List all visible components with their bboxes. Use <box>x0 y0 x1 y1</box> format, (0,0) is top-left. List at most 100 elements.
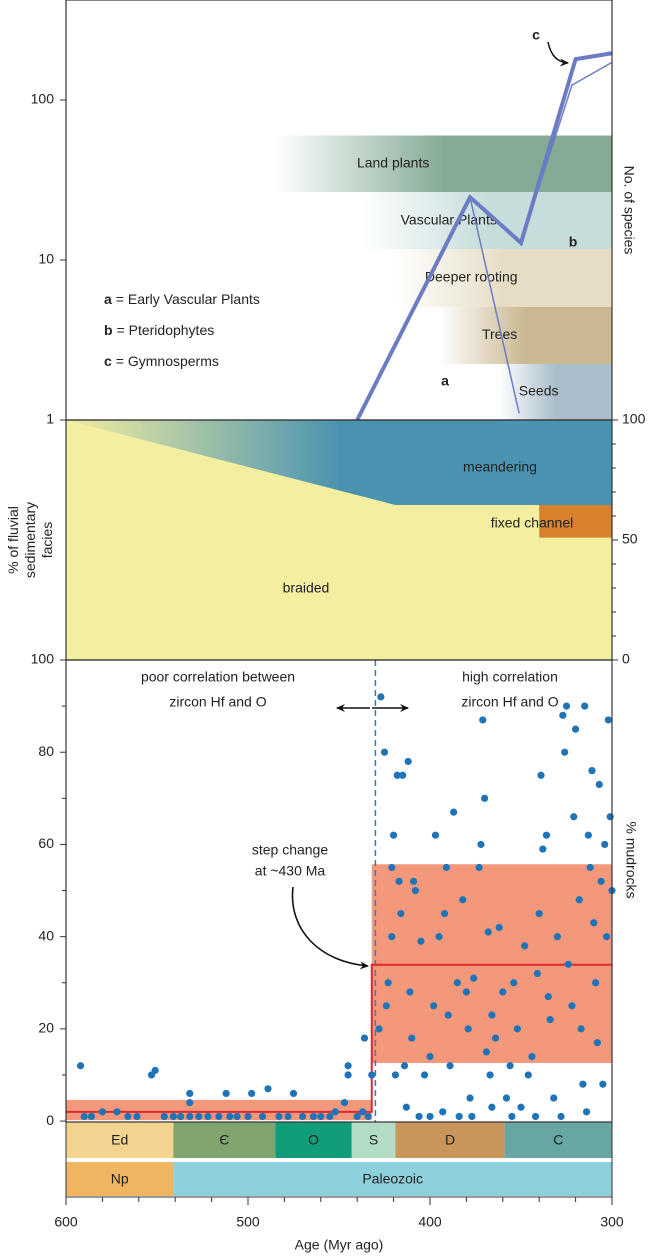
point <box>390 831 398 839</box>
point <box>521 942 529 950</box>
legend-key: b <box>104 322 113 338</box>
range-band <box>66 1099 372 1121</box>
point <box>499 988 507 996</box>
period-label: C <box>553 1132 563 1148</box>
note: zircon Hf and O <box>461 694 558 710</box>
point <box>400 1062 409 1070</box>
y-axis-title-line: % of fluvial <box>5 506 21 574</box>
note: at ~430 Ma <box>255 863 326 879</box>
note: high correlation <box>462 669 558 685</box>
annotation-arrow <box>547 41 569 67</box>
point <box>553 933 562 941</box>
point <box>364 1112 372 1121</box>
step-arrow <box>291 886 369 970</box>
point <box>124 1112 132 1121</box>
point <box>593 1039 602 1047</box>
point <box>442 863 450 872</box>
point <box>584 831 592 839</box>
point <box>479 716 487 724</box>
x-tick-label: 300 <box>600 1214 624 1230</box>
y-tick-label: 100 <box>31 651 55 667</box>
point <box>466 1094 474 1102</box>
band-label: Vascular Plants <box>401 211 497 227</box>
point <box>561 748 569 756</box>
point <box>275 1112 283 1121</box>
point <box>486 1071 494 1079</box>
era <box>66 1162 174 1196</box>
point <box>495 923 503 932</box>
point <box>459 896 467 904</box>
band <box>439 306 612 364</box>
period-label: Є <box>219 1132 229 1148</box>
band-label: Trees <box>482 326 517 342</box>
point <box>455 1112 463 1121</box>
region-label: braided <box>283 580 330 596</box>
point <box>98 1108 106 1116</box>
point <box>570 813 578 821</box>
y-tick-label: 20 <box>38 1020 54 1036</box>
note: step change <box>252 842 328 858</box>
point <box>477 840 485 849</box>
point <box>420 1071 429 1079</box>
period-label: D <box>445 1132 455 1148</box>
point <box>557 1112 565 1121</box>
era <box>173 1162 612 1196</box>
point <box>513 1025 521 1033</box>
region <box>539 504 612 538</box>
point <box>284 1112 292 1121</box>
series-line <box>520 61 613 244</box>
point <box>535 909 543 918</box>
point <box>597 877 605 885</box>
period-label: S <box>369 1132 378 1148</box>
point <box>377 693 385 701</box>
point <box>408 1034 416 1042</box>
point <box>151 1066 159 1074</box>
point <box>248 1089 256 1098</box>
band-label: Seeds <box>519 383 559 399</box>
x-axis-title: Age (Myr ago) <box>295 1237 384 1253</box>
point <box>446 1062 454 1070</box>
point <box>450 808 458 816</box>
point <box>368 1071 376 1079</box>
point <box>550 1094 558 1102</box>
point <box>444 1011 452 1019</box>
note: poor correlation between <box>141 669 295 685</box>
note: zircon Hf and O <box>169 694 266 710</box>
point <box>592 979 600 987</box>
point <box>317 1112 325 1121</box>
point <box>575 896 583 904</box>
region-label: meandering <box>463 459 537 475</box>
point <box>406 988 414 996</box>
annotation-letter: c <box>532 27 540 43</box>
point <box>402 1103 410 1111</box>
point <box>326 1112 334 1121</box>
y-tick-label: 40 <box>38 927 54 943</box>
point <box>502 1094 511 1102</box>
point <box>579 1080 587 1088</box>
point <box>258 1112 267 1121</box>
point <box>204 1112 212 1121</box>
point <box>384 979 392 987</box>
y-tick-label: 100 <box>31 91 55 107</box>
point <box>539 845 547 853</box>
point <box>382 1002 390 1010</box>
point <box>233 1112 241 1121</box>
point <box>215 1112 223 1121</box>
period-label: Ed <box>111 1132 128 1148</box>
point <box>133 1112 141 1121</box>
point <box>435 933 443 941</box>
point <box>431 831 440 839</box>
point <box>309 1112 318 1121</box>
band-label: Land plants <box>357 154 429 170</box>
point <box>546 1016 554 1024</box>
point <box>344 1062 352 1070</box>
series-line <box>469 197 520 414</box>
point <box>440 909 449 918</box>
point <box>488 1011 496 1019</box>
point <box>80 1112 88 1121</box>
point <box>177 1112 185 1121</box>
y-tick-label: 10 <box>38 251 54 267</box>
band <box>395 249 612 307</box>
point <box>226 1112 234 1121</box>
